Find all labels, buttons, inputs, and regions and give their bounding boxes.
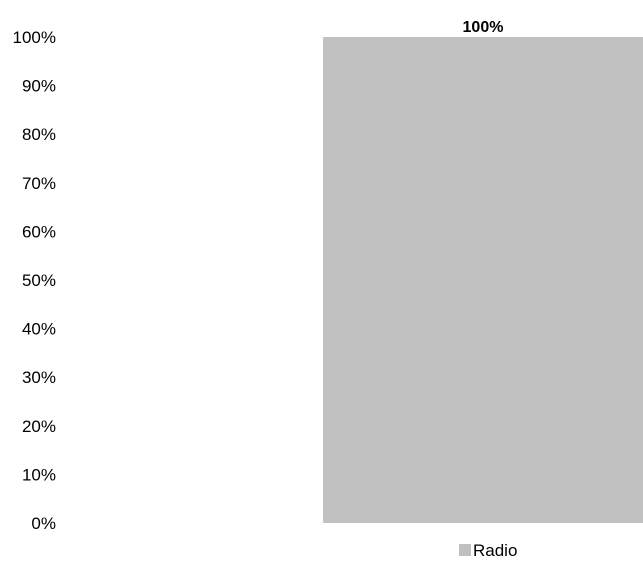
y-tick-label: 0% [31,514,56,533]
legend: Radio [459,541,517,560]
y-tick-label: 90% [22,77,56,96]
y-tick-label: 10% [22,465,56,484]
legend-swatch [459,544,471,556]
y-tick-label: 100% [13,28,56,47]
bar [323,37,643,523]
y-tick-label: 40% [22,320,56,339]
y-tick-label: 80% [22,125,56,144]
plot-area: 100% [323,19,643,523]
y-tick-label: 50% [22,271,56,290]
y-tick-label: 20% [22,417,56,436]
y-tick-label: 30% [22,368,56,387]
legend-label: Radio [473,541,517,560]
y-tick-label: 60% [22,222,56,241]
y-axis: 0% 10% 20% 30% 40% 50% 60% 70% 80% 90% 100% [13,28,56,533]
data-label: 100% [463,19,504,36]
y-tick-label: 70% [22,174,56,193]
